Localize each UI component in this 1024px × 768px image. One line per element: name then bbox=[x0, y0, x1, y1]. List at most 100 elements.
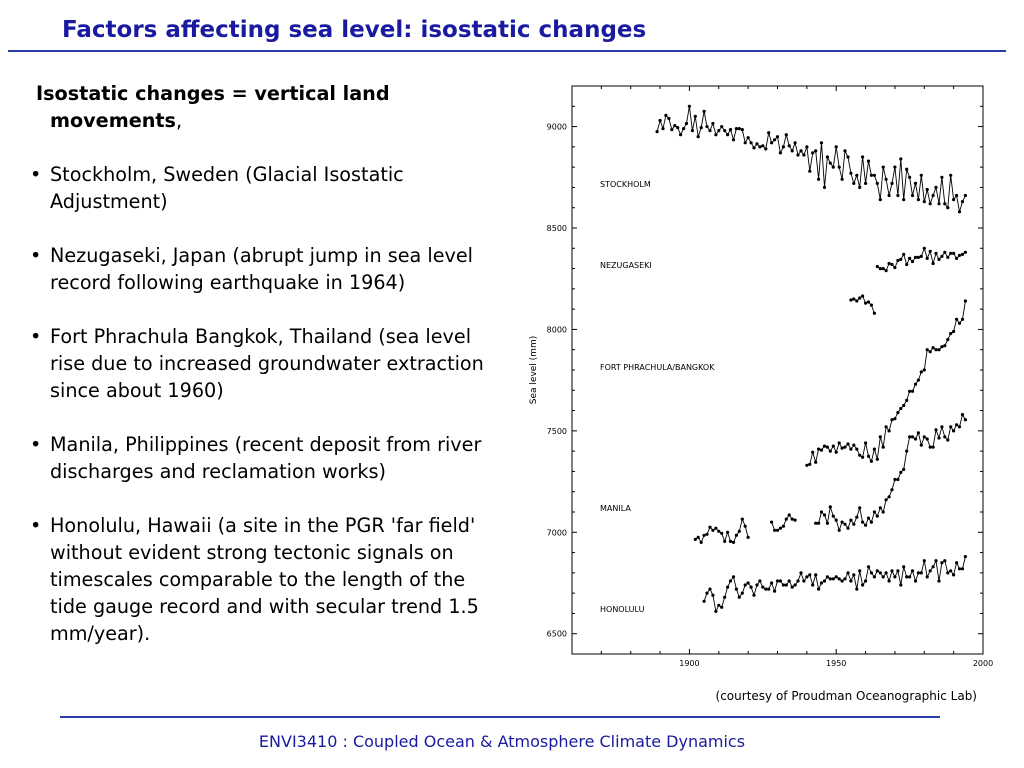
data-point bbox=[822, 513, 827, 517]
data-point bbox=[855, 447, 859, 451]
data-point bbox=[799, 149, 803, 153]
data-point bbox=[702, 533, 706, 537]
data-point bbox=[787, 144, 791, 148]
data-point bbox=[728, 539, 733, 544]
data-point bbox=[963, 193, 968, 198]
y-tick-label-8000: 8000 bbox=[547, 325, 567, 334]
data-point bbox=[731, 138, 736, 142]
data-point bbox=[726, 530, 730, 534]
text-block: Isostatic changes = vertical land moveme… bbox=[28, 80, 506, 647]
data-point bbox=[864, 523, 868, 527]
data-point bbox=[664, 113, 668, 117]
data-point bbox=[872, 510, 877, 514]
data-point bbox=[784, 583, 788, 587]
data-point bbox=[955, 317, 959, 321]
data-point bbox=[720, 605, 724, 609]
data-point bbox=[799, 571, 803, 575]
data-point bbox=[864, 579, 868, 583]
data-point bbox=[726, 585, 730, 589]
data-point bbox=[828, 577, 832, 581]
data-point bbox=[822, 444, 827, 448]
data-point bbox=[952, 329, 956, 334]
y-axis: 6500 7000 7500 8000 8500 9000 bbox=[547, 85, 983, 655]
data-point bbox=[960, 200, 965, 204]
series-label-nezugaseki: NEZUGASEKI bbox=[600, 261, 652, 270]
data-point bbox=[855, 299, 859, 303]
data-point bbox=[711, 593, 715, 597]
data-point bbox=[931, 565, 935, 569]
data-point bbox=[919, 443, 923, 447]
data-point bbox=[846, 155, 850, 159]
data-point bbox=[775, 528, 780, 532]
data-point bbox=[940, 345, 944, 349]
data-point bbox=[916, 571, 921, 575]
data-point bbox=[931, 261, 935, 266]
data-point bbox=[849, 447, 853, 451]
data-point bbox=[960, 317, 965, 321]
data-point bbox=[957, 425, 962, 429]
data-point bbox=[866, 300, 871, 304]
data-point bbox=[708, 587, 712, 591]
data-point bbox=[881, 445, 885, 449]
data-point bbox=[811, 450, 815, 454]
data-point bbox=[696, 535, 700, 540]
slide-title: Factors affecting sea level: isostatic c… bbox=[62, 17, 647, 43]
data-point bbox=[752, 146, 756, 150]
data-point bbox=[767, 587, 771, 591]
data-point bbox=[875, 457, 879, 461]
data-point bbox=[934, 348, 938, 352]
data-point bbox=[899, 583, 903, 587]
data-point bbox=[849, 171, 853, 175]
data-point bbox=[910, 259, 915, 264]
data-point bbox=[902, 252, 906, 256]
data-point bbox=[673, 124, 677, 128]
data-point bbox=[731, 540, 736, 545]
series-nezugaseki bbox=[849, 246, 968, 315]
data-point bbox=[761, 585, 765, 589]
data-point bbox=[702, 599, 706, 603]
data-point bbox=[728, 579, 733, 583]
data-point bbox=[817, 177, 821, 181]
data-point bbox=[946, 206, 950, 210]
data-point bbox=[866, 565, 871, 569]
data-point bbox=[852, 181, 856, 185]
data-point bbox=[922, 368, 926, 372]
data-point bbox=[784, 517, 788, 521]
data-point bbox=[869, 520, 874, 524]
data-point bbox=[925, 256, 929, 260]
data-point bbox=[878, 571, 882, 575]
data-point bbox=[743, 141, 747, 145]
series-label-stockholm: STOCKHOLM bbox=[600, 180, 651, 189]
data-point bbox=[825, 445, 830, 449]
data-point bbox=[884, 571, 888, 575]
data-point bbox=[937, 348, 941, 352]
data-point bbox=[919, 370, 923, 374]
data-point bbox=[817, 587, 821, 591]
data-point bbox=[717, 529, 721, 533]
data-point bbox=[858, 185, 862, 189]
data-point bbox=[899, 406, 903, 411]
data-point bbox=[949, 251, 953, 255]
data-point bbox=[849, 518, 853, 522]
data-point bbox=[787, 513, 791, 517]
data-point bbox=[925, 575, 929, 579]
data-point bbox=[916, 198, 921, 202]
footer-rule bbox=[60, 716, 940, 718]
data-point bbox=[705, 591, 709, 595]
data-point bbox=[740, 591, 744, 595]
series-layer bbox=[655, 104, 968, 614]
data-point bbox=[937, 436, 941, 440]
series-label-manila: MANILA bbox=[600, 504, 631, 513]
data-point bbox=[808, 169, 812, 173]
data-point bbox=[946, 255, 950, 259]
data-point bbox=[790, 585, 794, 589]
data-point bbox=[916, 431, 921, 435]
data-point bbox=[916, 255, 921, 259]
footer-text: ENVI3410 : Coupled Ocean & Atmosphere Cl… bbox=[258, 732, 746, 751]
data-point bbox=[840, 520, 844, 524]
data-point bbox=[699, 540, 703, 545]
data-point bbox=[676, 126, 680, 130]
data-point bbox=[814, 460, 818, 464]
data-point bbox=[919, 571, 923, 575]
data-point bbox=[937, 579, 941, 583]
